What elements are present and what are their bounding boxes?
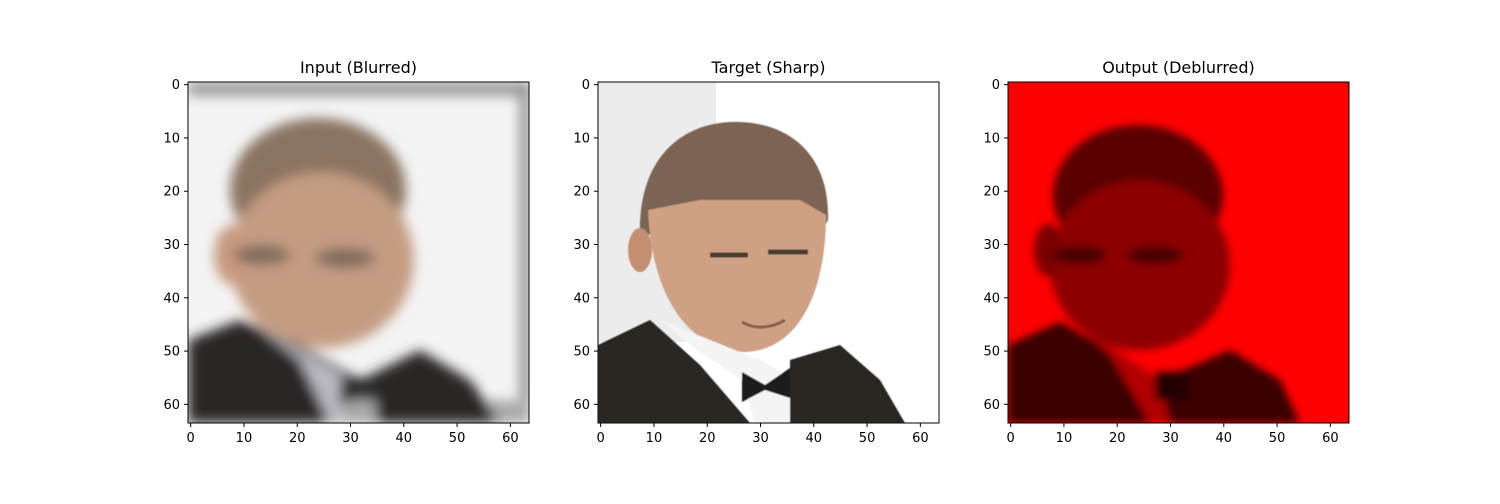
x-tick-label: 0 (597, 431, 605, 446)
panel-title-target: Target (Sharp) (711, 58, 826, 77)
x-tick-label: 60 (912, 431, 929, 446)
panel-input: Input (Blurred) 0 10 20 30 40 50 60 0 10 20 30 40 5… (163, 58, 530, 446)
y-tick-label: 40 (983, 291, 1000, 306)
y-tick-label: 0 (992, 78, 1000, 93)
x-tick-label: 50 (449, 431, 466, 446)
image-output-deblurred (1008, 82, 1349, 423)
y-tick-label: 50 (573, 345, 590, 360)
y-tick-label: 10 (983, 131, 1000, 146)
x-tick-label: 20 (699, 431, 716, 446)
x-tick-label: 50 (859, 431, 876, 446)
y-tick-label: 50 (163, 345, 180, 360)
image-input-blurred (188, 82, 529, 423)
x-tick-label: 60 (1322, 431, 1339, 446)
panel-title-output: Output (Deblurred) (1102, 58, 1255, 77)
y-tick-label: 20 (573, 185, 590, 200)
x-tick-label: 60 (502, 431, 519, 446)
y-tick-label: 40 (573, 291, 590, 306)
panel-title-input: Input (Blurred) (300, 58, 417, 77)
x-axis-ticks-input: 0 10 20 30 40 50 60 (187, 423, 519, 446)
y-tick-label: 60 (163, 398, 180, 413)
x-tick-label: 10 (646, 431, 663, 446)
y-tick-label: 30 (573, 238, 590, 253)
x-tick-label: 20 (289, 431, 306, 446)
x-axis-ticks-output: 0 10 20 30 40 50 60 (1007, 423, 1339, 446)
y-tick-label: 10 (573, 131, 590, 146)
x-tick-label: 10 (236, 431, 253, 446)
x-tick-label: 40 (806, 431, 823, 446)
x-tick-label: 30 (342, 431, 359, 446)
y-tick-label: 20 (163, 185, 180, 200)
panel-target: Target (Sharp) (573, 58, 940, 446)
panel-output: Output (Deblurred) 0 10 20 30 40 50 60 0 10 20 30… (983, 58, 1350, 446)
y-tick-label: 0 (172, 78, 180, 93)
x-tick-label: 0 (1007, 431, 1015, 446)
x-tick-label: 40 (1216, 431, 1233, 446)
x-tick-label: 50 (1269, 431, 1286, 446)
x-tick-label: 20 (1109, 431, 1126, 446)
y-tick-label: 10 (163, 131, 180, 146)
y-axis-ticks-output: 0 10 20 30 40 50 60 (983, 78, 1008, 413)
image-target-sharp (598, 82, 939, 423)
x-axis-ticks-target: 0 10 20 30 40 50 60 (597, 423, 929, 446)
y-tick-label: 60 (983, 398, 1000, 413)
x-tick-label: 40 (396, 431, 413, 446)
y-tick-label: 0 (582, 78, 590, 93)
x-tick-label: 30 (1162, 431, 1179, 446)
x-tick-label: 10 (1056, 431, 1073, 446)
x-tick-label: 30 (752, 431, 769, 446)
y-tick-label: 20 (983, 185, 1000, 200)
y-tick-label: 60 (573, 398, 590, 413)
y-tick-label: 30 (983, 238, 1000, 253)
y-tick-label: 30 (163, 238, 180, 253)
y-axis-ticks-input: 0 10 20 30 40 50 60 (163, 78, 188, 413)
y-tick-label: 50 (983, 345, 1000, 360)
y-axis-ticks-target: 0 10 20 30 40 50 60 (573, 78, 598, 413)
x-tick-label: 0 (187, 431, 195, 446)
y-tick-label: 40 (163, 291, 180, 306)
